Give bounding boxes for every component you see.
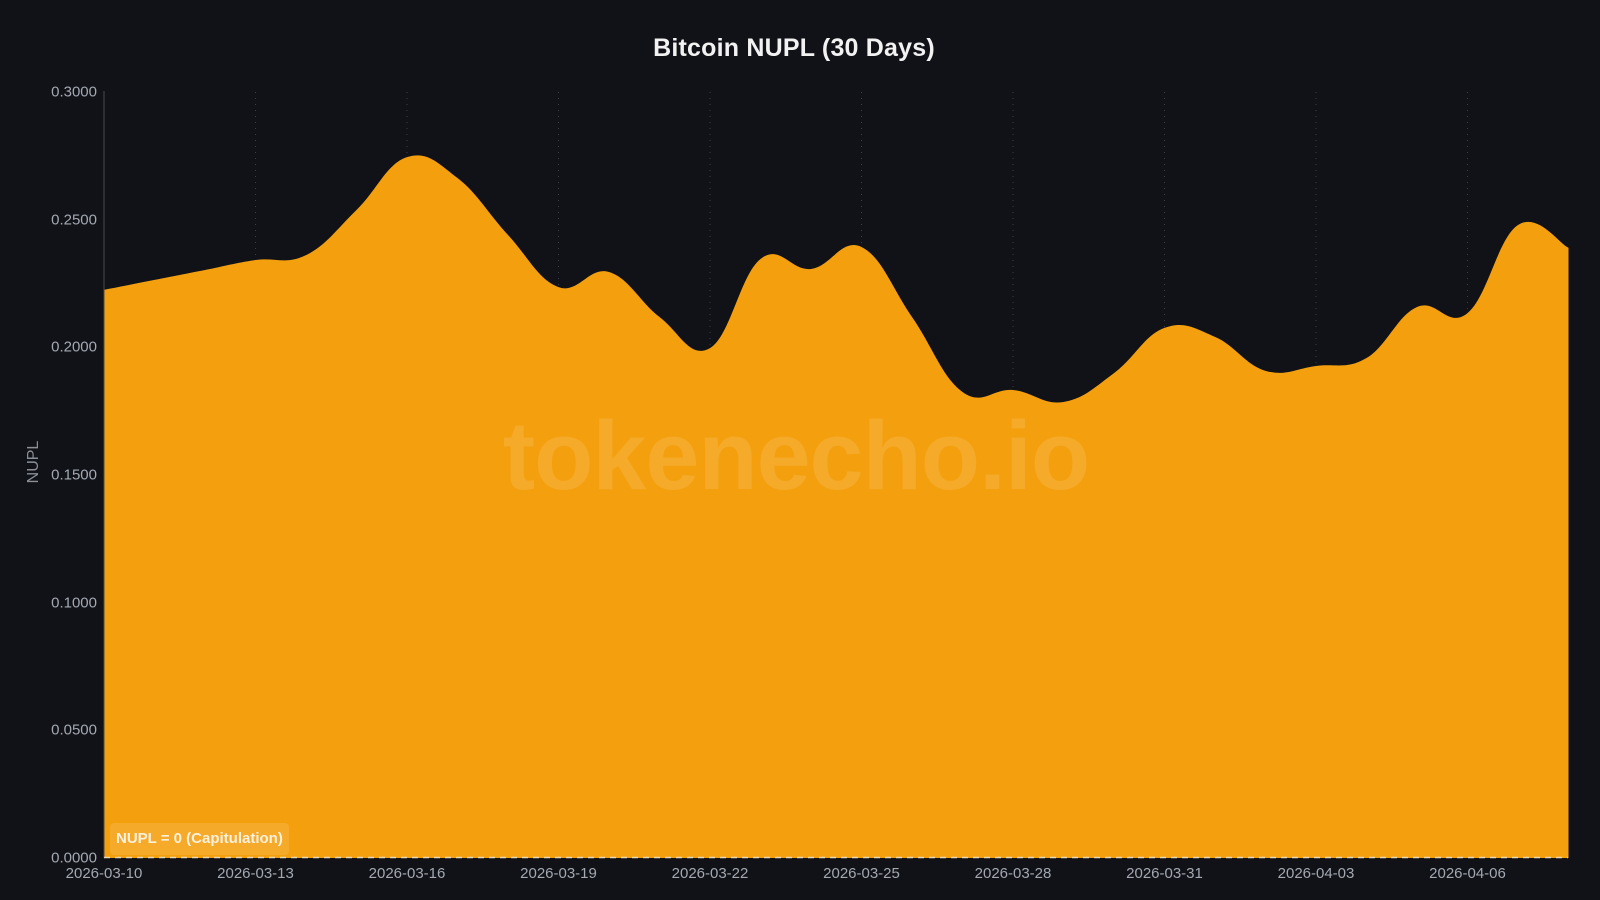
y-tick-label: 0.3000 (51, 83, 97, 101)
x-tick-label: 2026-03-31 (1126, 865, 1203, 882)
y-tick-label: 0.0500 (51, 721, 97, 739)
x-tick-label: 2026-03-28 (974, 865, 1052, 882)
nupl-area-series (104, 155, 1569, 858)
x-tick-label: 2026-03-13 (217, 865, 294, 882)
y-axis-label: NUPL (25, 440, 42, 484)
y-tick-label: 0.2500 (51, 211, 97, 229)
x-tick-label: 2026-03-10 (65, 865, 143, 882)
capitulation-annotation: NUPL = 0 (Capitulation) (110, 823, 289, 855)
x-tick-label: 2026-03-16 (368, 865, 446, 882)
y-tick-label: 0.2000 (51, 338, 97, 356)
y-tick-label: 0.0000 (51, 849, 97, 867)
x-tick-label: 2026-03-22 (671, 865, 749, 882)
x-tick-label: 2026-03-19 (520, 865, 597, 882)
x-tick-label: 2026-04-06 (1429, 865, 1506, 882)
x-tick-label: 2026-03-25 (823, 865, 900, 882)
x-tick-label: 2026-04-03 (1277, 865, 1355, 882)
y-tick-label: 0.1000 (51, 594, 97, 612)
y-tick-label: 0.1500 (51, 466, 97, 484)
chart-title: Bitcoin NUPL (30 Days) (653, 34, 935, 62)
